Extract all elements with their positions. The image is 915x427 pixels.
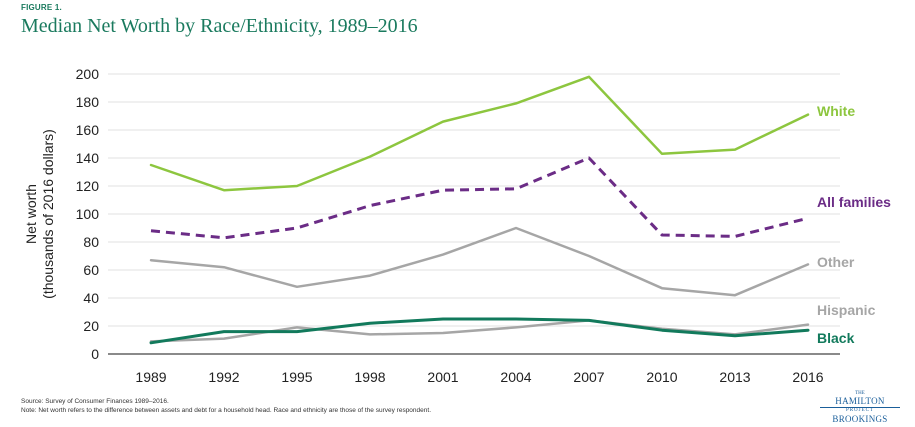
y-axis-title: Net worth (thousands of 2016 dollars) (23, 129, 56, 299)
definition-note: Note: Net worth refers to the difference… (21, 407, 431, 414)
x-tick-label: 1998 (354, 369, 385, 385)
y-tick-label: 100 (76, 206, 100, 222)
chart-title: Median Net Worth by Race/Ethnicity, 1989… (21, 15, 418, 37)
x-tick-label: 2016 (792, 369, 823, 385)
line-chart: 0 20 40 60 80 100 120 140 160 180 200 1989 1992 1995… (23, 66, 891, 385)
y-tick-label: 200 (76, 66, 100, 82)
y-tick-label: 40 (83, 290, 99, 306)
y-tick-label: 160 (76, 122, 100, 138)
y-axis-label-line1: Net worth (23, 184, 39, 244)
series-line-white (149, 75, 810, 192)
y-tick-label: 20 (83, 318, 99, 334)
y-tick-label: 120 (76, 178, 100, 194)
x-tick-label: 1995 (281, 369, 312, 385)
series-lines (149, 75, 810, 345)
x-tick-label: 2010 (646, 369, 677, 385)
source-note: Source: Survey of Consumer Finances 1989… (21, 398, 169, 405)
y-tick-label: 80 (83, 234, 99, 250)
series-line-black (149, 317, 810, 345)
y-axis-ticks: 0 20 40 60 80 100 120 140 160 180 200 (76, 66, 100, 362)
x-axis-ticks: 1989 1992 1995 1998 2001 2004 2007 2010 2013 2016 (135, 369, 823, 385)
series-label-hispanic: Hispanic (817, 302, 876, 318)
y-tick-label: 180 (76, 94, 100, 110)
y-axis-label-line2: (thousands of 2016 dollars) (40, 129, 56, 299)
series-labels: White All families Other Hispanic Black (817, 103, 891, 346)
y-tick-label: 60 (83, 262, 99, 278)
series-label-white: White (817, 103, 855, 119)
logo-the: THE (855, 391, 865, 396)
x-tick-label: 1989 (135, 369, 166, 385)
grid-lines (108, 73, 840, 355)
x-tick-label: 2004 (500, 369, 531, 385)
series-line-other (149, 226, 810, 297)
y-tick-label: 0 (91, 346, 99, 362)
x-tick-label: 2001 (427, 369, 458, 385)
x-tick-label: 2007 (573, 369, 604, 385)
logo-project: PROJECT (845, 408, 875, 413)
series-label-all-families: All families (817, 194, 891, 210)
x-tick-label: 1992 (208, 369, 239, 385)
series-line-all-families (150, 156, 809, 240)
y-tick-label: 140 (76, 150, 100, 166)
figure-label: FIGURE 1. (21, 3, 62, 12)
logo-brookings: BROOKINGS (832, 414, 888, 424)
x-tick-label: 2013 (719, 369, 750, 385)
series-label-other: Other (817, 254, 855, 270)
hamilton-brookings-logo: THE HAMILTON PROJECT BROOKINGS (820, 391, 900, 425)
chart-notes: Source: Survey of Consumer Finances 1989… (21, 397, 431, 415)
logo-hamilton: HAMILTON (820, 397, 900, 408)
series-label-black: Black (817, 330, 855, 346)
